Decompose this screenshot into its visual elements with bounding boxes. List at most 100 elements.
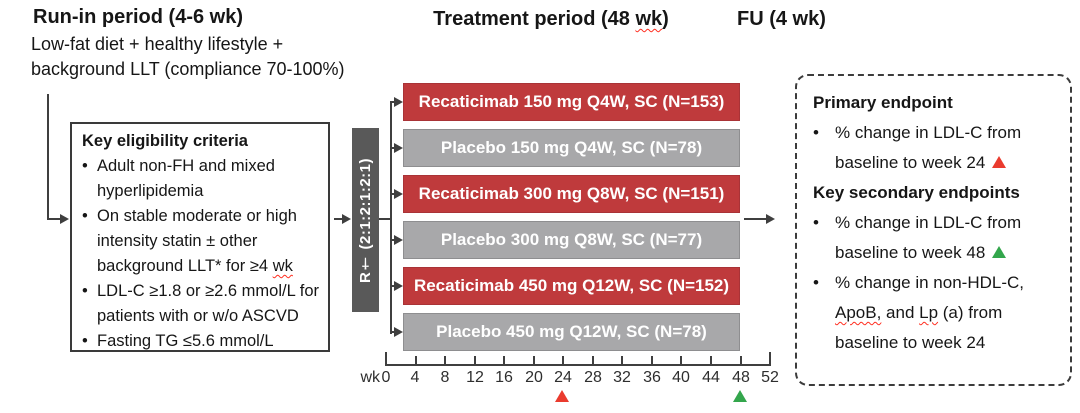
axis-tick (474, 356, 476, 365)
branch-line-6 (390, 331, 396, 333)
branch-arrowhead-icon (394, 235, 403, 245)
axis-tick (740, 356, 742, 365)
branch-line-3 (390, 193, 396, 195)
endpoint-text: % change in non-HDL-C, (835, 273, 1024, 292)
eligibility-text: LDL-C ≥1.8 or ≥2.6 mmol/L for (97, 282, 319, 300)
eligibility-box: Key eligibility criteria • Adult non-FH a… (70, 122, 330, 352)
endpoint-text: (a) from (938, 303, 1003, 322)
branch-line-2 (390, 147, 396, 149)
tick-label-44: 44 (702, 369, 720, 386)
tick-label-8: 8 (440, 369, 450, 386)
tick-label-28: 28 (584, 369, 602, 386)
tick-label-20: 20 (525, 369, 543, 386)
arm-recaticimab-450-q12w: Recaticimab 450 mg Q12W, SC (N=152) (403, 267, 740, 305)
runin-elbow-vline (47, 94, 49, 220)
axis-tick (562, 356, 564, 365)
eligibility-text: Adult non-FH and mixed (97, 157, 275, 175)
runin-elbow-hline (47, 218, 61, 220)
fu-period-title: FU (4 wk) (737, 8, 826, 30)
branch-arrowhead-icon (394, 97, 403, 107)
runin-sub-line1: Low-fat diet + healthy lifestyle + (31, 34, 284, 54)
eligibility-bullet-3-cont: patients with or w/o ASCVD (97, 307, 299, 325)
endpoint-text-apob: ApoB, (835, 303, 882, 322)
axis-end-tick (385, 352, 387, 365)
axis-tick (444, 356, 446, 365)
eligibility-title: Key eligibility criteria (82, 132, 248, 150)
treatment-title-text: Treatment period (48 (433, 8, 636, 30)
primary-endpoint-title: Primary endpoint (813, 93, 953, 112)
bullet-icon: • (82, 332, 88, 350)
endpoints-box: Primary endpoint • % change in LDL-C from… (795, 74, 1072, 386)
secondary-endpoint-2-cont: ApoB, and Lp (a) from (813, 298, 1062, 328)
branch-arrowhead-icon (394, 281, 403, 291)
elig-to-rand-arrowhead-icon (342, 214, 351, 224)
axis-end-tick (769, 352, 771, 365)
axis-tick (503, 356, 505, 365)
tick-label-16: 16 (495, 369, 513, 386)
axis-tick (592, 356, 594, 365)
tick-label-4: 4 (410, 369, 420, 386)
primary-endpoint-cont: baseline to week 24 (813, 148, 1062, 178)
axis-tick (710, 356, 712, 365)
eligibility-bullet-2: • On stable moderate or high (82, 204, 324, 229)
elig-to-rand-line (334, 218, 344, 220)
primary-endpoint-bullet: • % change in LDL-C from (813, 118, 1062, 148)
bullet-icon: • (82, 207, 88, 225)
axis-tick (415, 356, 417, 365)
branch-line-5 (390, 285, 396, 287)
arm-recaticimab-150-q4w: Recaticimab 150 mg Q4W, SC (N=153) (403, 83, 740, 121)
eligibility-bullet-1-cont: hyperlipidemia (97, 182, 204, 200)
endpoint-text: % change in LDL-C from (835, 213, 1022, 232)
arm-placebo-450-q12w: Placebo 450 mg Q12W, SC (N=78) (403, 313, 740, 351)
eligibility-bullet-2-cont2: background LLT* for ≥4 wk (82, 254, 324, 279)
tick-label-24: 24 (554, 369, 572, 386)
axis-tick (680, 356, 682, 365)
endpoint-text: baseline to week 48 (835, 243, 986, 262)
treatment-title-close: ) (662, 8, 669, 30)
week48-green-triangle-icon (733, 390, 747, 402)
axis-tick (533, 356, 535, 365)
branch-arrowhead-icon (394, 189, 403, 199)
branch-arrowhead-icon (394, 143, 403, 153)
eligibility-bullet-2-cont: intensity statin ± other (97, 232, 258, 250)
secondary-endpoint-2-bullet: • % change in non-HDL-C, (813, 268, 1062, 298)
tick-label-40: 40 (672, 369, 690, 386)
rand-to-spine-line (379, 218, 391, 220)
tick-label-32: 32 (613, 369, 631, 386)
bullet-icon: • (813, 123, 819, 142)
week-axis-line (385, 364, 771, 366)
tick-label-48: 48 (732, 369, 750, 386)
arm-placebo-150-q4w: Placebo 150 mg Q4W, SC (N=78) (403, 129, 740, 167)
tick-label-52: 52 (761, 369, 779, 386)
axis-unit-label: wk (360, 369, 380, 386)
endpoint-text-lp: Lp (919, 303, 939, 322)
branch-spine-vline (390, 101, 392, 334)
bullet-icon: • (82, 282, 88, 300)
axis-tick (621, 356, 623, 365)
arms-to-endpoints-arrowhead-icon (766, 214, 775, 224)
eligibility-bullet-4: • Fasting TG ≤5.6 mmol/L (82, 329, 324, 354)
arm-recaticimab-300-q8w: Recaticimab 300 mg Q8W, SC (N=151) (403, 175, 740, 213)
tick-label-12: 12 (466, 369, 484, 386)
bullet-icon: • (82, 157, 88, 175)
branch-arrowhead-icon (394, 327, 403, 337)
branch-line-4 (390, 239, 396, 241)
secondary-endpoints-title: Key secondary endpoints (813, 183, 1020, 202)
week24-red-triangle-icon (555, 390, 569, 402)
week24-red-triangle-icon (992, 156, 1007, 168)
bullet-icon: • (813, 273, 819, 292)
tick-label-0: 0 (381, 369, 391, 386)
endpoint-text: baseline to week 24 (835, 153, 986, 172)
secondary-endpoint-1-cont: baseline to week 48 (813, 238, 1062, 268)
randomization-bar: R† (2:1:2:1:2:1) (352, 128, 379, 312)
endpoint-text: and (881, 303, 920, 322)
tick-label-36: 36 (643, 369, 661, 386)
bullet-icon: • (813, 213, 819, 232)
treatment-period-title: Treatment period (48 wk) (420, 8, 682, 31)
secondary-endpoint-1-bullet: • % change in LDL-C from (813, 208, 1062, 238)
arms-to-endpoints-line (744, 218, 768, 220)
runin-sub-line2: background LLT (compliance 70-100%) (31, 59, 345, 79)
branch-line-1 (390, 101, 396, 103)
eligibility-bullet-3: • LDL-C ≥1.8 or ≥2.6 mmol/L for (82, 279, 324, 304)
